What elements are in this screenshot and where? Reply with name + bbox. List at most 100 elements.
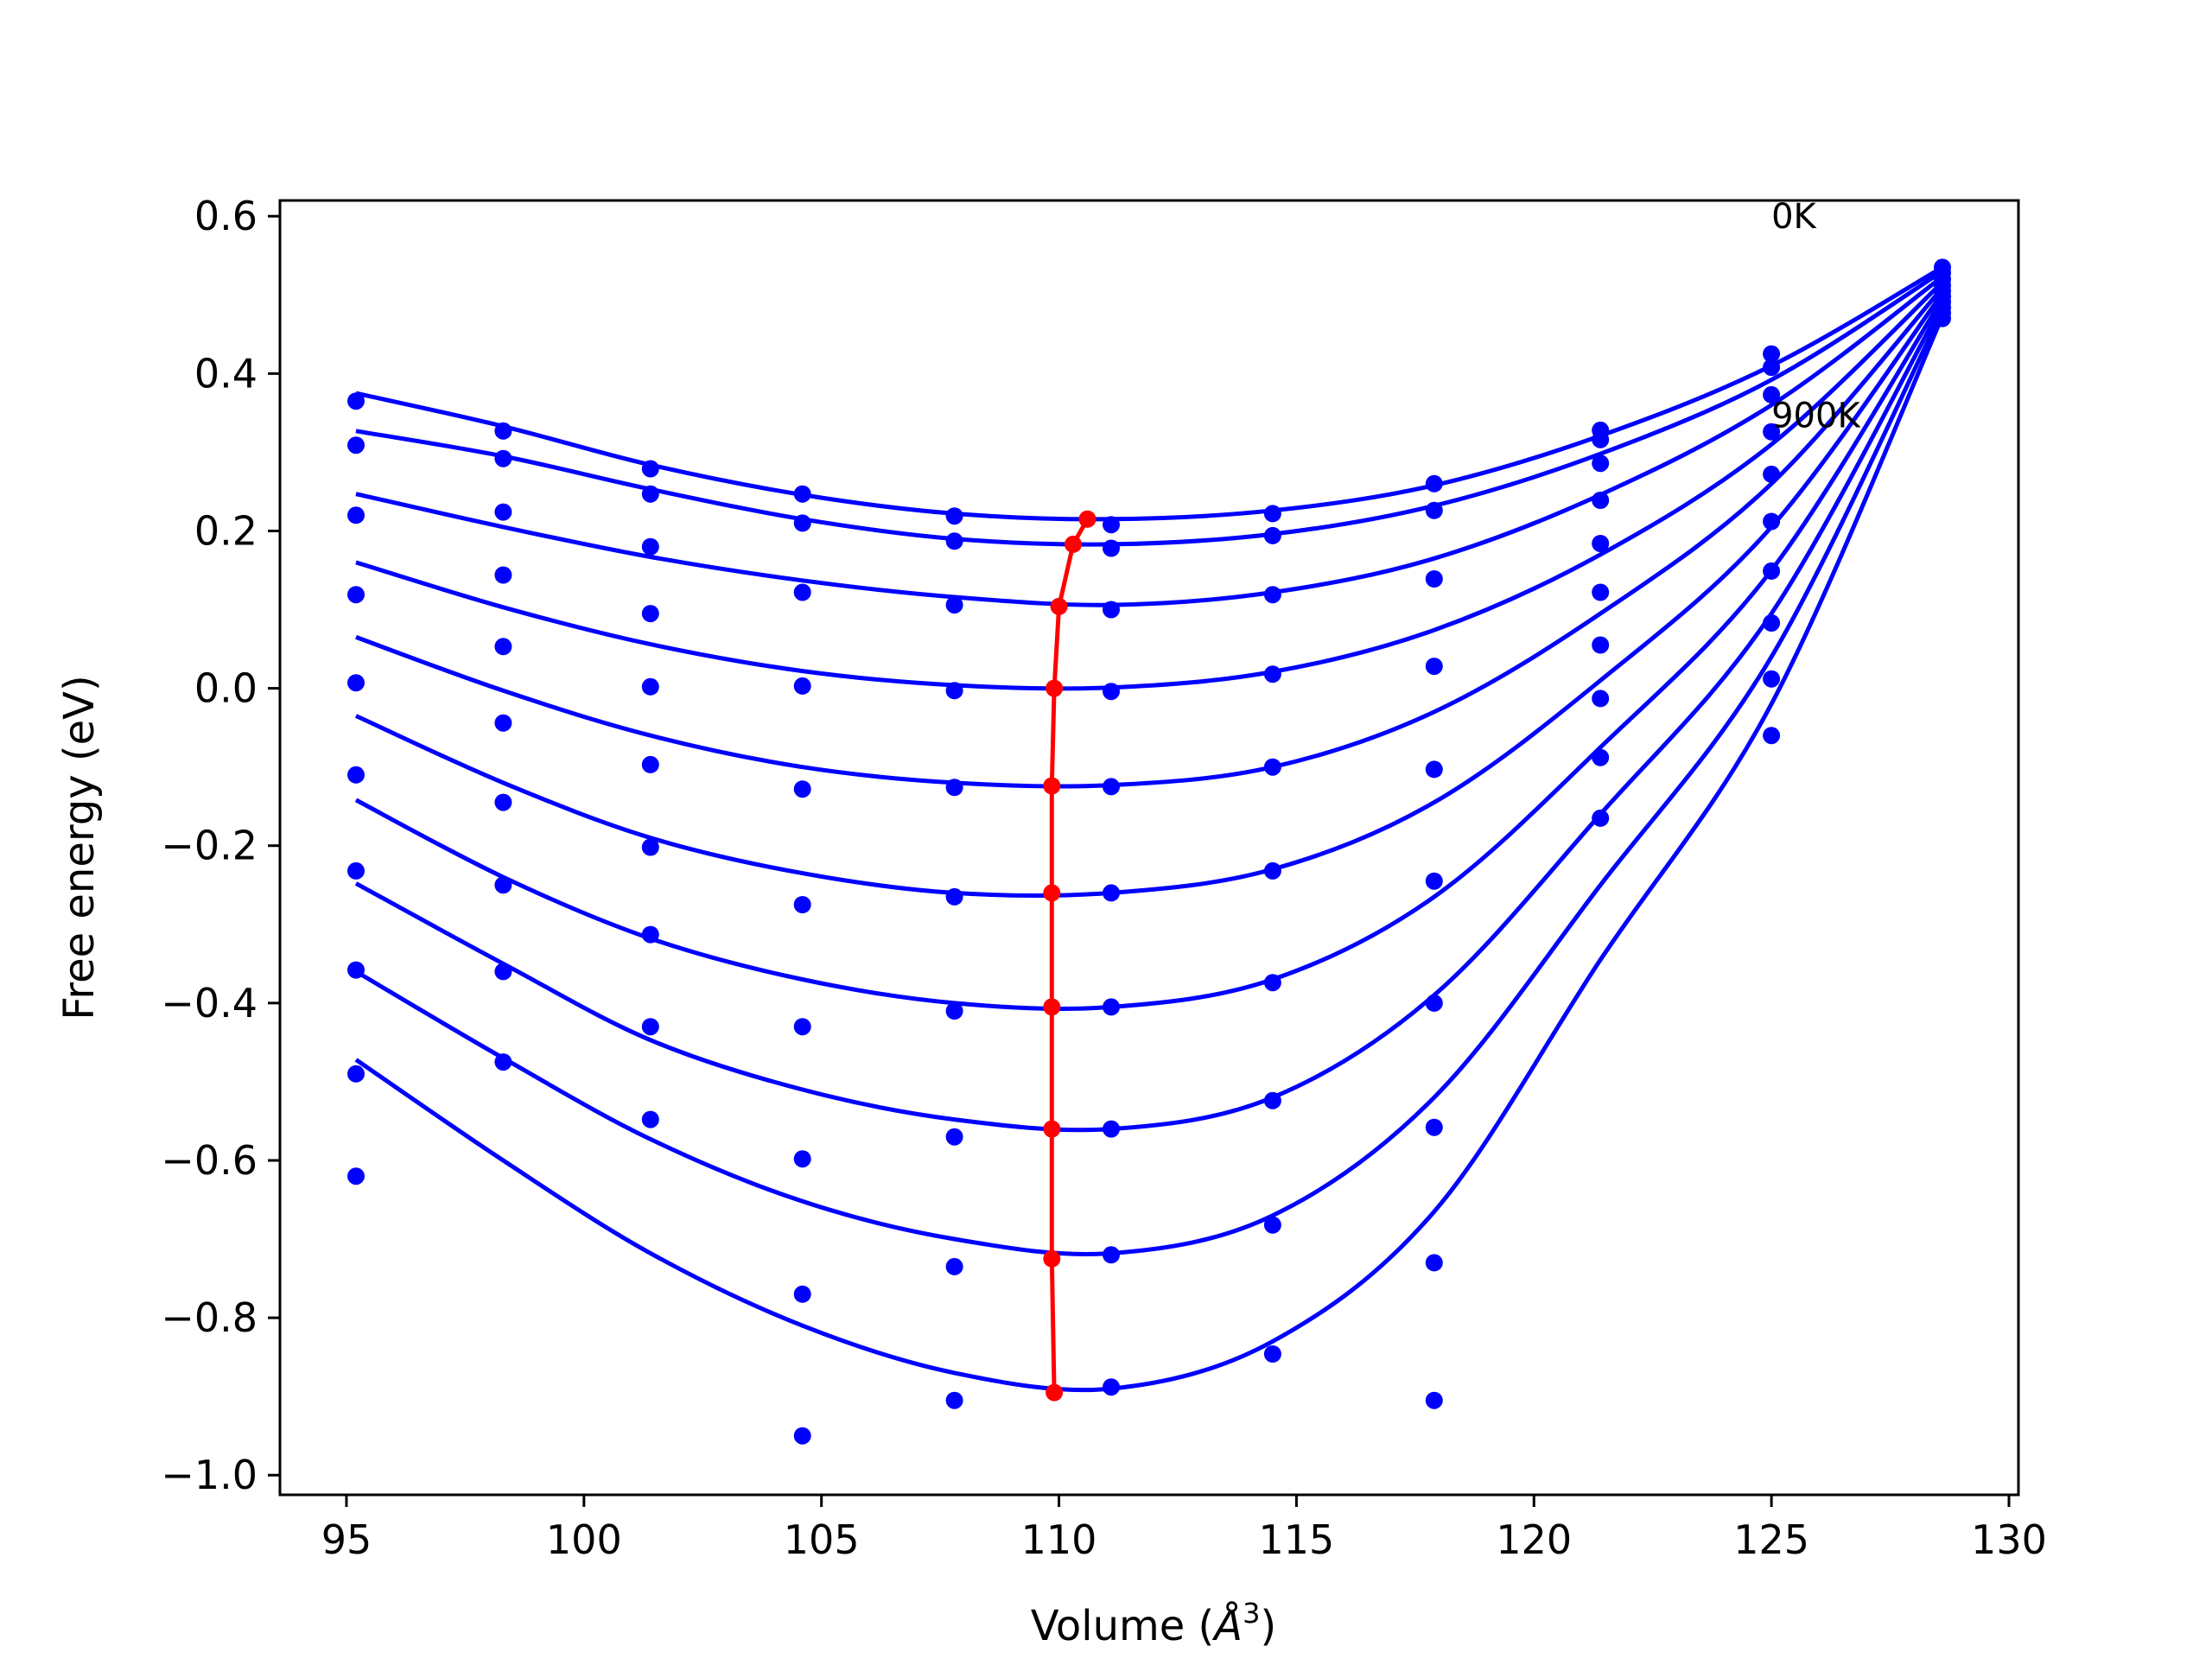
- fit-curve-2: [355, 269, 1944, 547]
- minimum-point-4: [1046, 679, 1064, 697]
- data-point-7-9: [1592, 636, 1610, 654]
- data-point-10-8: [1425, 1391, 1443, 1409]
- minimum-line: [1049, 518, 1090, 1393]
- data-point-7-6: [1103, 998, 1120, 1016]
- data-point-6-4: [793, 896, 811, 913]
- data-point-1-6: [1103, 516, 1120, 534]
- data-point-1-2: [494, 422, 512, 440]
- x-axis: 95 100 105 110 115 120 125 130: [321, 1495, 2047, 1563]
- y-tick-label-0: 0.6: [194, 193, 257, 239]
- data-point-6-7: [1263, 861, 1281, 880]
- x-tick-label-100: 100: [546, 1516, 622, 1563]
- data-point-5-9: [1592, 535, 1610, 552]
- fit-curve-6: [354, 292, 1945, 899]
- fit-curve-8: [354, 302, 1945, 1133]
- fit-curve-3: [355, 275, 1944, 607]
- data-point-9-7: [1263, 1216, 1281, 1234]
- x-axis-label: Volume (Å3): [1031, 1597, 1276, 1650]
- data-point-7-2: [494, 793, 512, 811]
- x-axis-label-close: ): [1260, 1602, 1276, 1650]
- data-point-7-7: [1263, 974, 1281, 992]
- data-point-5-3: [641, 677, 659, 696]
- data-point-5-8: [1425, 760, 1443, 779]
- y-tick-label-1: 0.4: [194, 350, 257, 397]
- annotation-900k: 900K: [1771, 396, 1861, 435]
- data-point-3-6: [1103, 601, 1120, 619]
- data-point-1-8: [1425, 474, 1443, 493]
- fit-curve-4: [355, 280, 1944, 691]
- data-point-2-5: [945, 532, 963, 550]
- data-point-4-3: [641, 605, 659, 623]
- data-point-9-9: [1592, 748, 1610, 766]
- data-point-2-4: [793, 514, 811, 532]
- data-point-1-7: [1263, 505, 1281, 523]
- data-point-3-7: [1263, 586, 1281, 604]
- data-point-6-10: [1763, 512, 1781, 531]
- data-point-1-4: [793, 485, 811, 503]
- y-tick-label-5: −0.4: [161, 980, 257, 1027]
- data-point-8-4: [793, 1150, 811, 1168]
- data-point-9-6: [1103, 1246, 1120, 1264]
- data-point-6-2: [494, 714, 512, 732]
- x-tick-label-105: 105: [784, 1516, 860, 1563]
- x-axis-label-unit: Å: [1211, 1601, 1243, 1650]
- data-point-7-3: [641, 838, 659, 856]
- data-point-5-2: [494, 638, 512, 656]
- data-point-2-7: [1263, 526, 1281, 544]
- data-point-3-3: [641, 537, 659, 556]
- data-point-5-1: [347, 674, 365, 692]
- data-point-10-11: [1934, 309, 1951, 327]
- data-point-4-6: [1103, 683, 1120, 701]
- plot-frame: [278, 199, 2020, 1497]
- x-tick-label-125: 125: [1733, 1516, 1809, 1563]
- data-point-8-5: [945, 1128, 963, 1146]
- data-point-1-5: [945, 507, 963, 525]
- data-point-6-9: [1592, 583, 1610, 601]
- data-point-2-3: [641, 485, 659, 503]
- data-point-4-5: [945, 682, 963, 700]
- data-point-3-2: [494, 503, 512, 521]
- data-point-6-1: [347, 766, 365, 784]
- x-tick-label-110: 110: [1021, 1516, 1097, 1563]
- data-point-3-1: [347, 506, 365, 524]
- data-point-10-7: [1263, 1345, 1281, 1363]
- y-tick-label-7: −0.8: [161, 1294, 257, 1341]
- data-point-3-10: [1763, 385, 1781, 404]
- fit-curve-7: [354, 297, 1945, 1011]
- data-point-9-10: [1763, 670, 1781, 688]
- data-point-3-8: [1425, 570, 1443, 588]
- data-point-7-4: [793, 1018, 811, 1036]
- data-point-5-10: [1763, 465, 1781, 483]
- data-point-2-8: [1425, 501, 1443, 519]
- data-point-9-8: [1425, 1254, 1443, 1272]
- data-point-2-6: [1103, 539, 1120, 557]
- data-point-1-1: [347, 392, 365, 410]
- y-tick-label-2: 0.2: [194, 507, 257, 554]
- fit-curve-1: [355, 265, 1944, 522]
- minimum-energy-path: [1043, 510, 1096, 1402]
- data-point-8-7: [1263, 1091, 1281, 1109]
- data-point-5-5: [945, 779, 963, 797]
- data-points: [347, 258, 1951, 1445]
- data-point-2-2: [494, 449, 512, 467]
- data-point-6-6: [1103, 884, 1120, 902]
- data-point-1-3: [641, 460, 659, 478]
- data-point-9-3: [641, 1018, 659, 1036]
- minimum-point-7: [1043, 998, 1061, 1016]
- data-point-6-5: [945, 887, 963, 906]
- minimum-point-1: [1078, 510, 1096, 528]
- x-axis-label-text: Volume (: [1031, 1602, 1215, 1650]
- data-point-10-9: [1592, 809, 1610, 827]
- data-point-9-1: [347, 1065, 365, 1083]
- data-point-4-10: [1763, 423, 1781, 441]
- data-point-6-8: [1425, 872, 1443, 890]
- minimum-point-10: [1046, 1383, 1064, 1402]
- data-point-8-10: [1763, 614, 1781, 632]
- data-point-1-10: [1763, 345, 1781, 363]
- y-tick-label-6: −0.6: [161, 1137, 257, 1184]
- data-point-4-2: [494, 566, 512, 584]
- data-point-2-1: [347, 436, 365, 454]
- minimum-point-8: [1043, 1120, 1061, 1138]
- x-tick-label-95: 95: [321, 1516, 372, 1563]
